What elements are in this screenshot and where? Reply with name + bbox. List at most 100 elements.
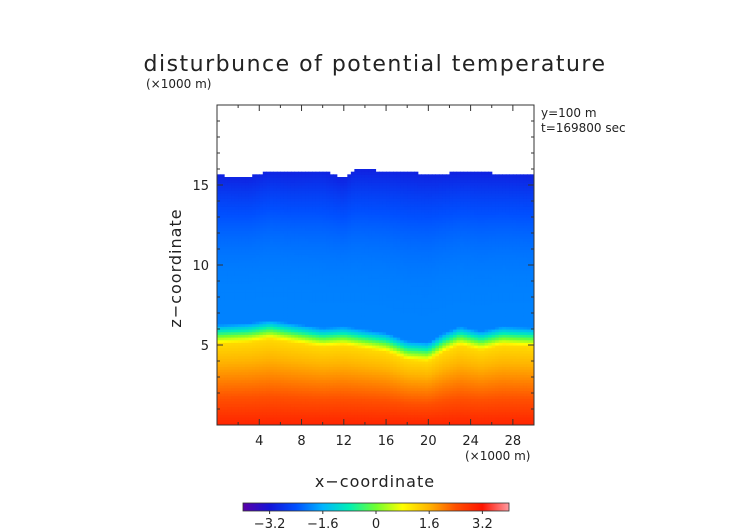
field-cell: [326, 185, 331, 189]
field-cell: [319, 310, 324, 314]
field-cell: [262, 398, 267, 402]
field-cell: [364, 323, 370, 327]
field-cell: [379, 406, 384, 410]
field-cell: [245, 246, 250, 250]
field-cell: [252, 374, 257, 378]
field-cell: [241, 222, 246, 226]
field-cell: [231, 345, 236, 349]
field-cell: [217, 339, 222, 343]
field-cell: [389, 235, 394, 239]
field-cell: [217, 374, 222, 378]
field-cell: [382, 337, 387, 341]
field-cell: [396, 411, 401, 415]
field-cell: [276, 289, 281, 293]
field-cell: [298, 417, 303, 421]
field-cell: [255, 379, 260, 383]
field-cell: [347, 294, 352, 298]
field-cell: [396, 182, 401, 186]
field-cell: [259, 209, 264, 213]
field-cell: [241, 395, 246, 399]
field-cell: [382, 190, 387, 194]
field-cell: [326, 313, 331, 317]
field-cell: [371, 371, 377, 375]
field-cell: [347, 379, 352, 383]
field-cell: [326, 209, 331, 213]
field-cell: [301, 190, 306, 194]
field-cell: [371, 353, 377, 357]
field-cell: [368, 355, 373, 359]
field-cell: [361, 267, 366, 271]
field-cell: [386, 321, 391, 325]
field-cell: [259, 251, 264, 255]
field-cell: [283, 350, 289, 354]
field-cell: [224, 254, 229, 258]
field-cell: [238, 270, 243, 274]
field-cell: [276, 238, 281, 242]
field-cell: [315, 305, 320, 309]
field-cell: [340, 294, 345, 298]
field-cell: [227, 257, 232, 261]
field-cell: [347, 182, 352, 186]
field-cell: [308, 193, 313, 197]
field-cell: [379, 193, 384, 197]
field-cell: [262, 305, 267, 309]
field-cell: [266, 379, 271, 383]
field-cell: [234, 361, 239, 365]
field-cell: [269, 398, 274, 402]
field-cell: [364, 182, 370, 186]
field-cell: [259, 187, 264, 191]
field-cell: [283, 361, 289, 365]
field-cell: [220, 201, 225, 205]
field-cell: [220, 323, 225, 327]
field-cell: [336, 358, 341, 362]
field-cell: [248, 238, 253, 242]
field-cell: [234, 347, 239, 351]
field-cell: [340, 345, 345, 349]
field-cell: [382, 241, 387, 245]
field-cell: [329, 345, 334, 349]
field-cell: [371, 265, 377, 269]
field-cell: [319, 254, 324, 258]
field-cell: [276, 398, 281, 402]
field-cell: [308, 275, 313, 279]
field-cell: [340, 289, 345, 293]
field-cell: [220, 233, 225, 237]
field-cell: [241, 249, 246, 253]
field-cell: [326, 235, 331, 239]
field-cell: [393, 347, 398, 351]
field-cell: [290, 262, 296, 266]
field-cell: [224, 251, 229, 255]
field-cell: [354, 342, 359, 346]
field-cell: [364, 286, 370, 290]
field-cell: [393, 241, 398, 245]
field-cell: [326, 238, 331, 242]
field-cell: [227, 265, 232, 269]
field-cell: [322, 299, 327, 303]
field-cell: [266, 315, 271, 319]
field-cell: [294, 409, 299, 413]
field-cell: [290, 251, 296, 255]
field-cell: [273, 273, 278, 277]
field-cell: [315, 371, 320, 375]
field-cell: [269, 289, 274, 293]
field-cell: [326, 299, 331, 303]
field-cell: [294, 238, 299, 242]
field-cell: [241, 321, 246, 325]
field-cell: [255, 329, 260, 333]
field-cell: [347, 281, 352, 285]
field-cell: [252, 257, 257, 261]
field-cell: [312, 297, 317, 301]
field-cell: [227, 390, 232, 394]
field-cell: [220, 379, 225, 383]
field-cell: [217, 387, 222, 391]
field-cell: [273, 241, 278, 245]
field-cell: [347, 201, 352, 205]
field-cell: [245, 315, 250, 319]
field-cell: [354, 321, 359, 325]
field-cell: [308, 358, 313, 362]
field-cell: [287, 377, 292, 381]
field-cell: [283, 345, 289, 349]
field-cell: [400, 313, 405, 317]
field-cell: [287, 259, 292, 263]
field-cell: [319, 385, 324, 389]
